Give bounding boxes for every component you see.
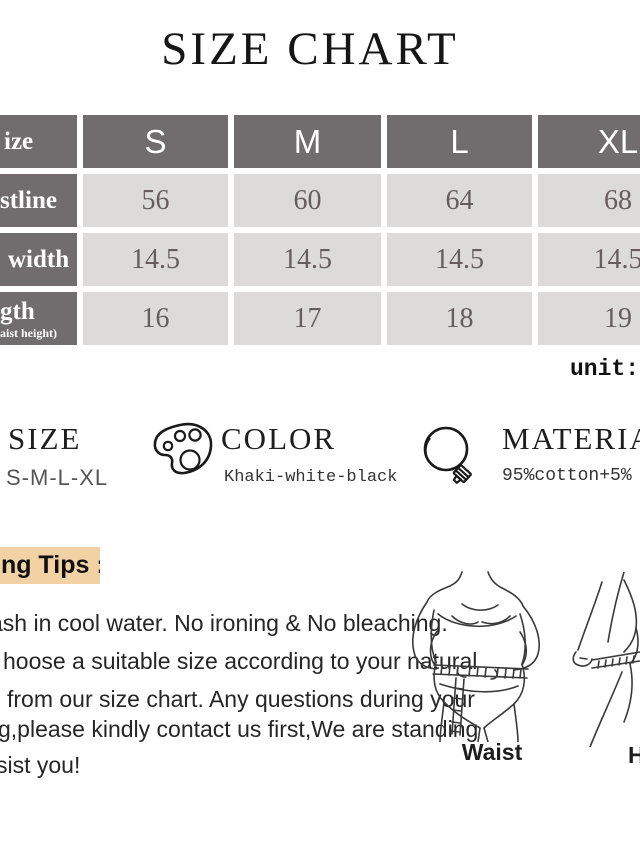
tip-line: sist you! [0, 752, 81, 778]
page-title: SIZE CHART [161, 23, 459, 75]
table-value: 64 [387, 174, 532, 227]
tip-line: hoose a suitable size according to your … [3, 648, 478, 674]
row-label-length-sub: aist height) [0, 325, 57, 340]
washing-tips-heading: ing Tips : [0, 547, 100, 584]
material-composition: 95%cotton+5% [502, 466, 632, 486]
col-header-m: M [234, 115, 381, 168]
hip-measure-figure [572, 572, 640, 747]
bulb-icon [423, 426, 472, 484]
col-header-l: L [387, 115, 532, 168]
table-value: 14.5 [538, 233, 640, 286]
table-value: 16 [83, 292, 228, 345]
unit-note: unit: [570, 356, 640, 382]
tip-line: ash in cool water. No ironing & No bleac… [0, 610, 448, 636]
tip-line: g,please kindly contact us first,We are … [0, 716, 479, 742]
tip-line: from our size chart. Any questions durin… [7, 686, 475, 712]
table-value: 19 [538, 292, 640, 345]
table-value: 14.5 [387, 233, 532, 286]
table-value: 18 [387, 292, 532, 345]
table-value: 60 [234, 174, 381, 227]
table-value: 17 [234, 292, 381, 345]
color-options: Khaki-white-black [224, 468, 398, 487]
table-corner-cell: ize [0, 115, 77, 168]
washing-tips-heading-text: ing Tips : [0, 551, 100, 579]
palette-icon [153, 422, 213, 475]
size-section-heading: SIZE [8, 421, 82, 456]
table-value: 68 [538, 174, 640, 227]
col-header-s: S [83, 115, 228, 168]
table-value: 14.5 [83, 233, 228, 286]
size-table: ize S M L XL stline 56 60 64 68 width 14… [0, 115, 640, 345]
col-header-xl: XL [538, 115, 640, 168]
waist-measure-figure [411, 571, 540, 742]
waist-figure-label: Waist [461, 739, 523, 765]
row-label-bustline: stline [0, 174, 77, 227]
row-label-width: width [0, 233, 77, 286]
table-value: 56 [83, 174, 228, 227]
size-options: S-M-L-XL [6, 465, 109, 490]
table-value: 14.5 [234, 233, 381, 286]
material-section-heading: MATERIAL [502, 421, 640, 456]
row-label-length-main: gth [0, 297, 35, 325]
color-section-heading: COLOR [221, 421, 337, 456]
hip-figure-label: H [628, 742, 640, 768]
row-label-length: gth aist height) [0, 292, 77, 345]
